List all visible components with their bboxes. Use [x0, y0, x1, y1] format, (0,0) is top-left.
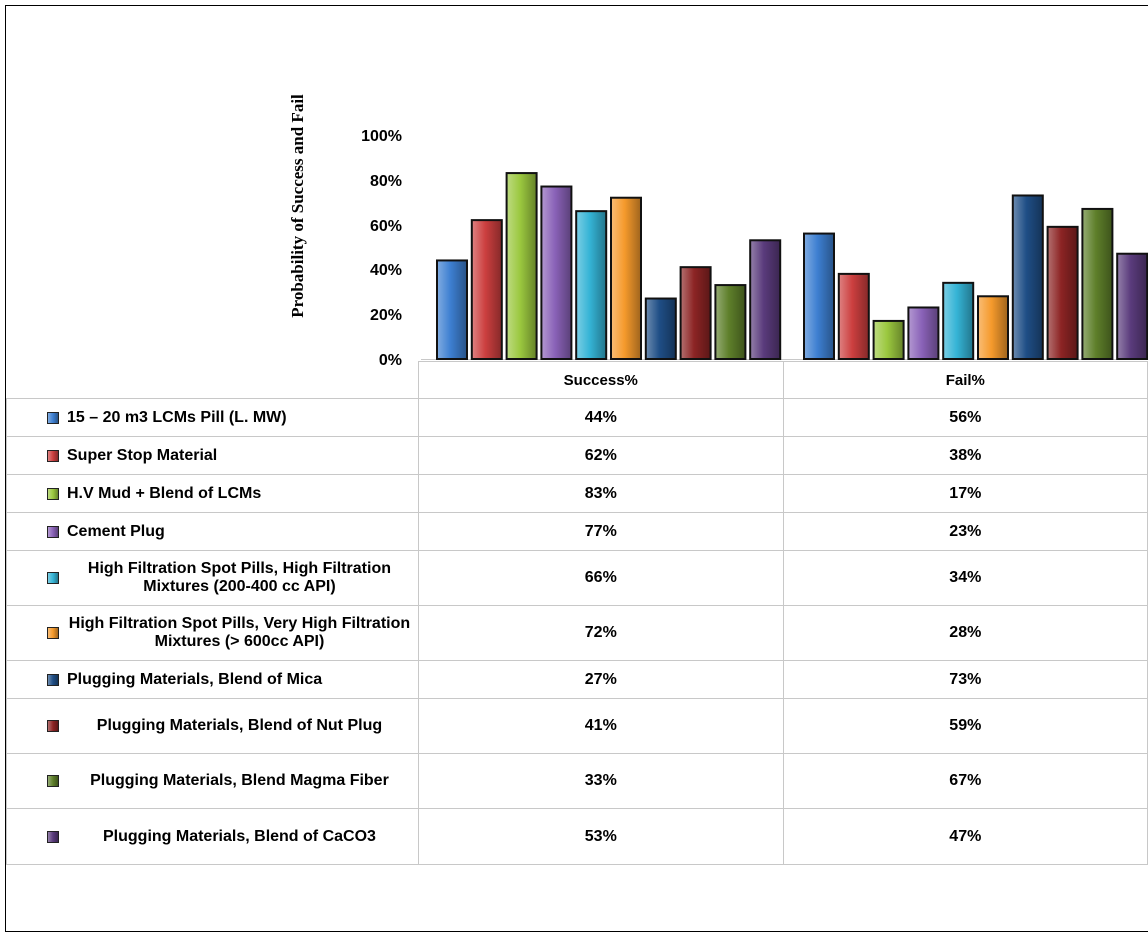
series-name: Plugging Materials, Blend of Nut Plug — [96, 717, 383, 734]
table-row: H.V Mud + Blend of LCMs 83% 17% — [6, 474, 1148, 513]
legend-swatch — [47, 572, 59, 584]
legend-swatch — [47, 487, 59, 500]
bar-plot — [421, 172, 1148, 361]
bar-success-series-9 — [714, 284, 747, 360]
data-label-success: 41% — [417, 698, 784, 754]
series-name: Plugging Materials, Blend Magma Fiber — [90, 772, 389, 789]
data-label-fail: 47% — [782, 808, 1148, 865]
data-label-success: 33% — [417, 753, 784, 809]
table-header-row: Success% Fail% — [6, 361, 1148, 399]
table-row: High Filtration Spot Pills, Very High Fi… — [6, 605, 1148, 661]
data-label-fail: 67% — [782, 753, 1148, 809]
legend-swatch — [47, 673, 59, 686]
data-label-success: 66% — [417, 550, 784, 606]
bar-success-series-8 — [679, 266, 712, 360]
series-legend-cell: High Filtration Spot Pills, High Filtrat… — [6, 550, 419, 606]
bar-success-series-7 — [644, 297, 677, 360]
data-label-fail: 59% — [782, 698, 1148, 754]
bar-fail-series-6 — [977, 295, 1009, 360]
legend-swatch — [47, 830, 59, 843]
data-label-success: 27% — [417, 660, 784, 699]
table-row: High Filtration Spot Pills, High Filtrat… — [6, 550, 1148, 606]
series-legend-cell: Super Stop Material — [6, 436, 419, 475]
bar-fail-series-2 — [837, 272, 870, 361]
series-legend-cell: Plugging Materials, Blend Magma Fiber — [6, 753, 419, 809]
data-table: Success% Fail% 15 – 20 m3 LCMs Pill (L. MW… — [6, 361, 1148, 865]
series-name: Cement Plug — [67, 522, 165, 540]
bar-fail-series-1 — [803, 232, 835, 360]
legend-swatch — [47, 411, 59, 424]
legend-swatch — [47, 775, 59, 787]
data-label-success: 83% — [417, 474, 784, 513]
legend-swatch — [47, 525, 59, 538]
data-label-fail: 38% — [782, 436, 1148, 475]
series-legend-cell: High Filtration Spot Pills, Very High Fi… — [6, 605, 419, 661]
series-legend-cell: Cement Plug — [6, 512, 419, 551]
data-label-fail: 28% — [782, 605, 1148, 661]
bar-fail-series-5 — [942, 281, 975, 360]
data-label-fail: 56% — [782, 398, 1148, 437]
bar-success-series-4 — [540, 185, 573, 360]
table-row: 15 – 20 m3 LCMs Pill (L. MW) 44% 56% — [6, 398, 1148, 437]
y-tick-label: 20% — [369, 307, 402, 325]
category-header: Success% — [417, 361, 784, 399]
category-header: Fail% — [782, 361, 1148, 399]
data-label-success: 53% — [417, 808, 784, 865]
series-name: Plugging Materials, Blend of CaCO3 — [103, 827, 376, 845]
bar-fail-series-4 — [907, 306, 940, 361]
series-name: Super Stop Material — [67, 446, 218, 464]
y-tick-label: 100% — [361, 128, 402, 145]
bar-fail-series-8 — [1046, 225, 1079, 360]
table-row: Plugging Materials, Blend Magma Fiber 33%… — [6, 753, 1148, 809]
table-row: Super Stop Material 62% 38% — [6, 436, 1148, 475]
bar-fail-series-3 — [872, 319, 905, 361]
bar-fail-series-10 — [1116, 252, 1148, 360]
series-name: Plugging Materials, Blend of Mica — [67, 670, 323, 688]
series-legend-cell: Plugging Materials, Blend of Mica — [6, 660, 419, 699]
bar-success-series-2 — [470, 219, 503, 360]
bar-success-series-5 — [575, 210, 608, 360]
legend-swatch — [47, 449, 59, 462]
data-label-fail: 34% — [782, 550, 1148, 606]
data-label-fail: 17% — [782, 474, 1148, 513]
series-name: H.V Mud + Blend of LCMs — [67, 484, 262, 502]
bar-success-series-3 — [505, 172, 538, 360]
data-label-success: 77% — [417, 512, 784, 551]
data-label-fail: 73% — [782, 660, 1148, 699]
table-row: Cement Plug 77% 23% — [6, 512, 1148, 551]
y-tick-label: 60% — [369, 217, 402, 235]
series-name: High Filtration Spot Pills, High Filtrat… — [87, 560, 391, 595]
legend-swatch — [47, 627, 59, 639]
series-legend-cell: 15 – 20 m3 LCMs Pill (L. MW) — [6, 398, 419, 437]
bar-fail-series-9 — [1081, 207, 1114, 360]
y-tick-label: 40% — [369, 262, 402, 280]
table-corner — [6, 361, 419, 399]
bar-success-series-10 — [749, 239, 782, 360]
data-table-body: Success% Fail% 15 – 20 m3 LCMs Pill (L. MW… — [6, 361, 1148, 865]
series-name: High Filtration Spot Pills, Very High Fi… — [68, 615, 411, 650]
series-legend-cell: H.V Mud + Blend of LCMs — [6, 474, 419, 513]
bar-fail-series-7 — [1011, 194, 1044, 360]
legend-swatch — [47, 720, 59, 732]
series-legend-cell: Plugging Materials, Blend of Nut Plug — [6, 698, 419, 754]
data-label-success: 44% — [417, 398, 784, 437]
series-legend-cell: Plugging Materials, Blend of CaCO3 — [6, 808, 419, 865]
table-row: Plugging Materials, Blend of Nut Plug 41%… — [6, 698, 1148, 754]
bar-success-series-1 — [436, 259, 468, 360]
data-label-fail: 23% — [782, 512, 1148, 551]
data-label-success: 62% — [417, 436, 784, 475]
table-row: Plugging Materials, Blend of CaCO3 53% 47% — [6, 808, 1148, 865]
data-label-success: 72% — [417, 605, 784, 661]
table-row: Plugging Materials, Blend of Mica 27% 73% — [6, 660, 1148, 699]
bar-success-series-6 — [610, 196, 642, 360]
y-tick-label: 80% — [369, 172, 402, 190]
series-name: 15 – 20 m3 LCMs Pill (L. MW) — [67, 408, 287, 426]
